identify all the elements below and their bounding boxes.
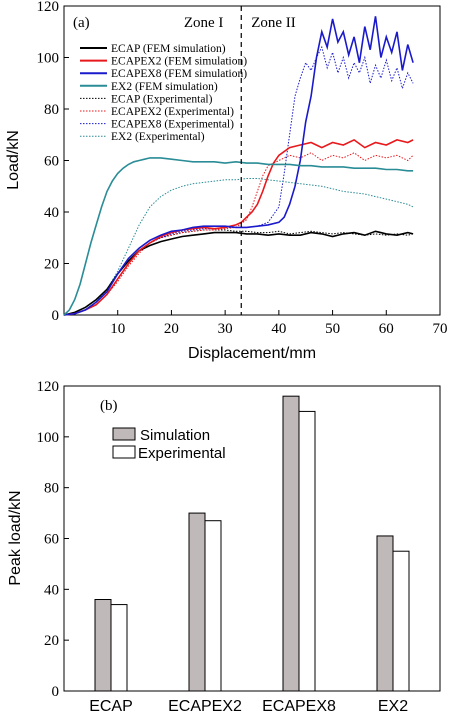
series-line-ecapex8-fem-simulation — [63, 16, 414, 316]
series-line-ecapex2-experimental — [63, 152, 414, 316]
category-label: ECAP — [89, 698, 133, 715]
y-tick-label: 60 — [44, 154, 59, 170]
y-tick-label: 20 — [44, 257, 59, 273]
legend-label: Simulation — [140, 427, 210, 444]
y-tick-label: 40 — [44, 582, 59, 598]
bar-simulation-ecapex2 — [188, 512, 206, 692]
x-tick-label: 10 — [110, 321, 125, 337]
legend-label: ECAPEX8 (Experimental) — [111, 119, 234, 131]
x-tick-label: 40 — [271, 321, 286, 337]
y-tick-label: 40 — [44, 205, 59, 221]
y-tick-label: 20 — [44, 633, 59, 649]
bar-simulation-ecapex8 — [282, 395, 300, 692]
y-tick-label: 120 — [37, 379, 60, 395]
bar-experimental-ecapex8 — [298, 410, 316, 692]
panel-label-a: (a) — [73, 15, 90, 31]
zone-ii-label: Zone II — [251, 15, 296, 31]
legend-swatch — [112, 427, 136, 441]
bar-simulation-ex2 — [376, 535, 394, 692]
y-tick-label: 80 — [44, 102, 59, 118]
x-tick-label: 30 — [218, 321, 233, 337]
series-line-ex2-fem-simulation — [63, 157, 414, 316]
y-tick-label: 0 — [52, 684, 60, 700]
series-line-ecapex2-fem-simulation — [63, 138, 414, 316]
series-line-ex2-experimental — [63, 178, 414, 316]
zone-i-label: Zone I — [184, 15, 224, 31]
y-tick-label: 100 — [37, 51, 60, 67]
legend-a: ECAP (FEM simulation)ECAPEX2 (FEM simula… — [80, 43, 247, 143]
series-line-ecapex8-experimental — [63, 45, 414, 316]
legend-label: ECAP (Experimental) — [111, 93, 213, 105]
legend-label: ECAPEX2 (FEM simulation) — [111, 56, 247, 68]
series-line-ecap-experimental — [63, 229, 414, 316]
x-tick-label: 60 — [379, 321, 394, 337]
bar-experimental-ex2 — [392, 550, 410, 692]
legend-label: EX2 (FEM simulation) — [111, 81, 218, 93]
y-tick-label: 0 — [52, 308, 60, 324]
y-tick-label: 120 — [37, 0, 60, 15]
y-tick-label: 100 — [37, 430, 60, 446]
legend-label: ECAPEX8 (FEM simulation) — [111, 68, 247, 80]
legend-label: ECAPEX2 (Experimental) — [111, 106, 234, 118]
panel-label-b: (b) — [100, 398, 118, 414]
legend-label: ECAP (FEM simulation) — [111, 43, 226, 55]
y-axis-title-b: Peak load/kN — [7, 490, 24, 585]
x-tick-label: 20 — [164, 321, 179, 337]
category-label: ECAPEX2 — [168, 698, 242, 715]
x-tick-label: 70 — [433, 321, 448, 337]
chart-panel-a: 10 20 30 40 50 60 70 0 20 40 60 80 100 120 Zone I Zon… — [5, 0, 448, 362]
category-label: EX2 — [378, 698, 408, 715]
x-tick-label: 50 — [325, 321, 340, 337]
legend-swatch — [112, 445, 136, 459]
bar-experimental-ecap — [110, 604, 128, 692]
bar-simulation-ecap — [94, 599, 112, 692]
bar-experimental-ecapex2 — [204, 520, 222, 692]
legend-label: EX2 (Experimental) — [111, 131, 205, 143]
y-tick-label: 60 — [44, 532, 59, 548]
chart-panel-b: 0 20 40 60 80 100 120 ECAP ECAPEX2 ECAPEX8 EX2 (b)… — [7, 379, 441, 715]
legend-label: Experimental — [138, 445, 226, 462]
x-axis-title-a: Displacement/mm — [188, 345, 316, 362]
y-tick-label: 80 — [44, 481, 59, 497]
y-axis-title-a: Load/kN — [5, 130, 22, 190]
series-line-ecap-fem-simulation — [63, 230, 414, 316]
category-label: ECAPEX8 — [262, 698, 336, 715]
